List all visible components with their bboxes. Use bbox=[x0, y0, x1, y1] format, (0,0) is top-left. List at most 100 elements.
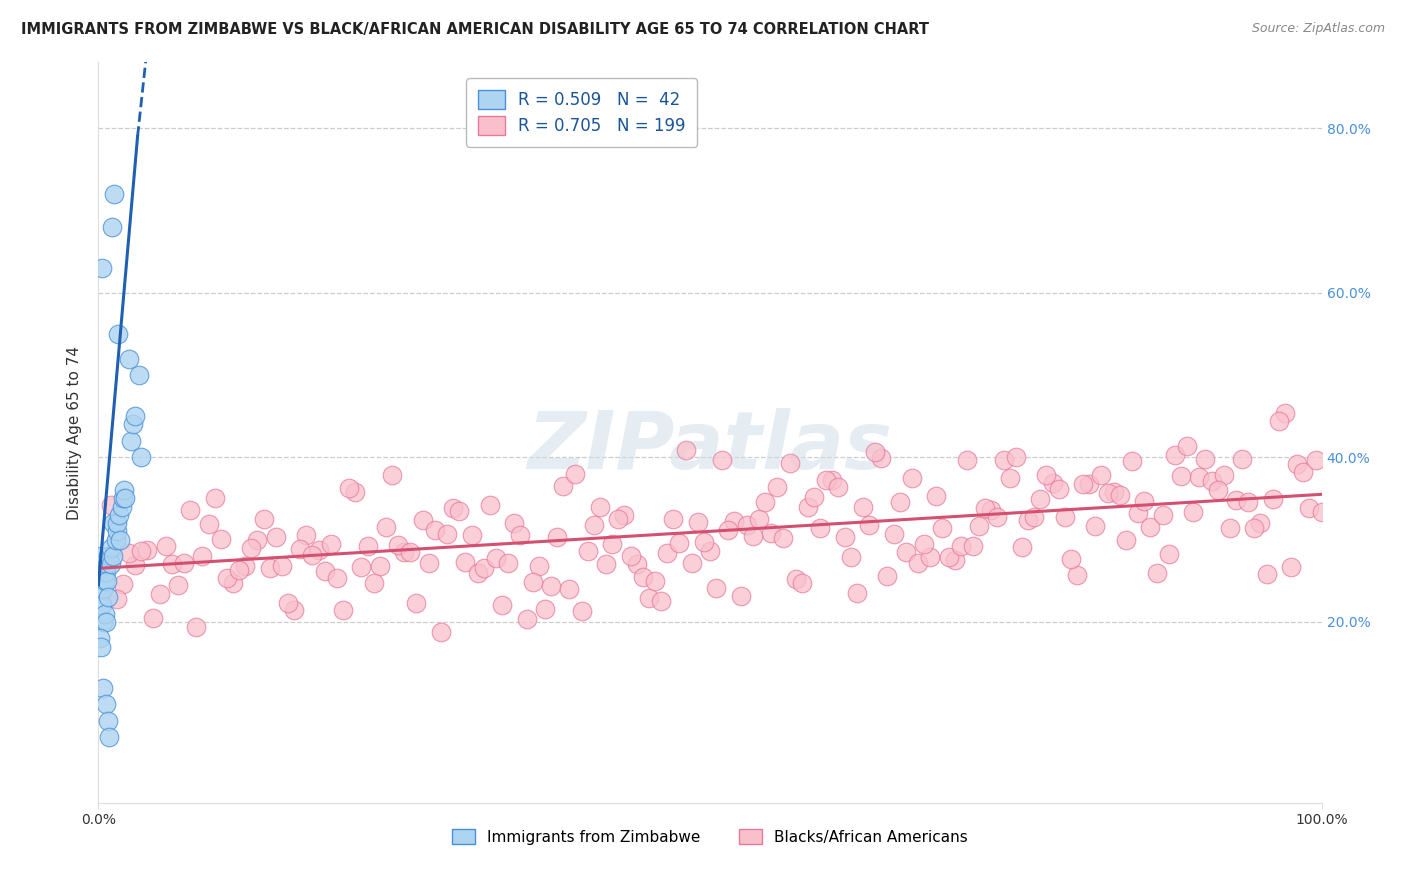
Point bbox=[626, 557, 648, 571]
Point bbox=[350, 560, 373, 574]
Point bbox=[118, 351, 141, 366]
Point bbox=[925, 489, 948, 503]
Point bbox=[564, 467, 586, 482]
Point bbox=[111, 491, 134, 506]
Point bbox=[104, 533, 127, 547]
Point bbox=[467, 566, 489, 580]
Point bbox=[472, 561, 495, 575]
Point bbox=[191, 549, 214, 564]
Point bbox=[748, 512, 770, 526]
Point bbox=[1071, 477, 1094, 491]
Point bbox=[129, 544, 152, 558]
Point bbox=[332, 603, 354, 617]
Point bbox=[91, 599, 114, 613]
Point bbox=[785, 572, 807, 586]
Point bbox=[105, 524, 128, 539]
Point bbox=[98, 549, 121, 563]
Point bbox=[943, 553, 966, 567]
Point bbox=[644, 574, 666, 588]
Point bbox=[540, 578, 562, 592]
Point bbox=[98, 730, 121, 744]
Point bbox=[418, 557, 440, 571]
Point bbox=[1146, 566, 1168, 580]
Point bbox=[858, 518, 880, 533]
Point bbox=[1279, 560, 1302, 574]
Point bbox=[142, 611, 165, 625]
Text: ZIPatlas: ZIPatlas bbox=[527, 409, 893, 486]
Point bbox=[94, 615, 117, 629]
Point bbox=[509, 528, 531, 542]
Point bbox=[1102, 484, 1125, 499]
Point bbox=[105, 592, 128, 607]
Point bbox=[374, 520, 396, 534]
Point bbox=[1237, 494, 1260, 508]
Point bbox=[246, 533, 269, 547]
Point bbox=[124, 558, 146, 572]
Point bbox=[204, 491, 226, 505]
Point bbox=[962, 539, 984, 553]
Point bbox=[295, 528, 318, 542]
Point bbox=[90, 640, 112, 654]
Point bbox=[283, 603, 305, 617]
Point bbox=[326, 571, 349, 585]
Point bbox=[998, 471, 1021, 485]
Point bbox=[356, 540, 378, 554]
Point bbox=[1175, 439, 1198, 453]
Point bbox=[631, 570, 654, 584]
Point bbox=[1090, 467, 1112, 482]
Point bbox=[1249, 516, 1271, 530]
Point bbox=[319, 537, 342, 551]
Point bbox=[675, 442, 697, 457]
Point bbox=[405, 596, 427, 610]
Point bbox=[252, 512, 274, 526]
Point bbox=[1194, 452, 1216, 467]
Point bbox=[496, 556, 519, 570]
Point bbox=[1219, 520, 1241, 534]
Point bbox=[503, 516, 526, 531]
Point bbox=[1084, 518, 1107, 533]
Point bbox=[1024, 509, 1046, 524]
Point bbox=[100, 558, 122, 572]
Text: Source: ZipAtlas.com: Source: ZipAtlas.com bbox=[1251, 22, 1385, 36]
Point bbox=[730, 589, 752, 603]
Point bbox=[215, 570, 238, 584]
Point bbox=[233, 558, 256, 573]
Point bbox=[460, 528, 482, 542]
Point bbox=[1053, 510, 1076, 524]
Point bbox=[1128, 506, 1150, 520]
Point bbox=[1170, 468, 1192, 483]
Point bbox=[105, 516, 128, 530]
Point bbox=[97, 714, 120, 728]
Point bbox=[912, 537, 935, 551]
Point bbox=[956, 453, 979, 467]
Point bbox=[101, 549, 124, 563]
Point bbox=[381, 468, 404, 483]
Point bbox=[97, 549, 120, 563]
Point bbox=[863, 445, 886, 459]
Point bbox=[118, 546, 141, 560]
Point bbox=[527, 559, 550, 574]
Point bbox=[301, 548, 323, 562]
Point bbox=[1261, 492, 1284, 507]
Point bbox=[522, 574, 544, 589]
Point bbox=[91, 261, 114, 276]
Point bbox=[1115, 533, 1137, 548]
Point bbox=[845, 586, 868, 600]
Point bbox=[907, 556, 929, 570]
Point bbox=[1256, 566, 1278, 581]
Point bbox=[101, 516, 124, 530]
Point bbox=[1286, 457, 1309, 471]
Point bbox=[485, 550, 508, 565]
Point bbox=[1029, 491, 1052, 506]
Point bbox=[1139, 519, 1161, 533]
Point bbox=[576, 544, 599, 558]
Point bbox=[766, 480, 789, 494]
Point bbox=[986, 510, 1008, 524]
Point bbox=[894, 545, 917, 559]
Point bbox=[1108, 488, 1130, 502]
Point bbox=[808, 521, 831, 535]
Point bbox=[160, 557, 183, 571]
Point bbox=[974, 500, 997, 515]
Point bbox=[128, 368, 150, 382]
Point bbox=[100, 498, 122, 512]
